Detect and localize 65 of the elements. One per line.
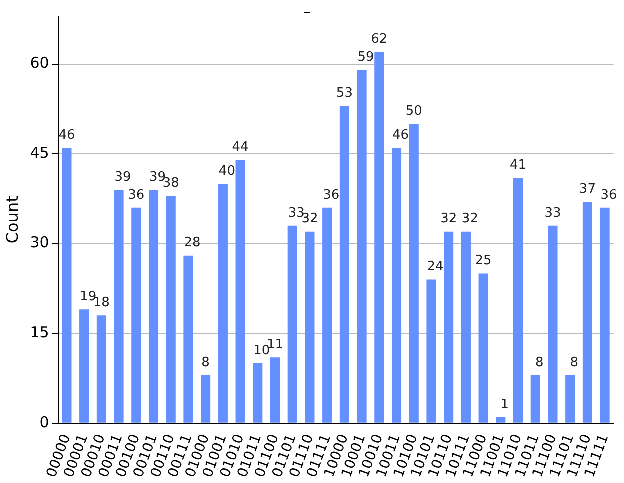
bar	[96, 316, 106, 423]
y-tick-label: 45	[30, 144, 50, 162]
bar	[322, 208, 332, 423]
bar	[201, 376, 211, 423]
bar	[288, 226, 298, 423]
bar	[340, 106, 350, 423]
bar	[184, 256, 194, 423]
bar	[357, 70, 367, 423]
data-label: 8	[535, 355, 544, 370]
data-label: 28	[184, 236, 201, 251]
bar	[496, 417, 506, 423]
data-label: 39	[149, 170, 166, 185]
data-label: 40	[218, 164, 236, 179]
bar	[409, 124, 419, 423]
data-label: 32	[462, 212, 478, 227]
chart-title: _	[304, 0, 310, 14]
bar	[566, 376, 576, 423]
bar	[513, 178, 524, 423]
bar	[114, 190, 124, 423]
data-label: 39	[114, 170, 132, 185]
data-label: 19	[80, 290, 97, 305]
bar	[478, 274, 488, 423]
data-label: 46	[58, 128, 76, 143]
data-label: 36	[600, 188, 618, 203]
bar	[461, 232, 471, 423]
data-label: 50	[406, 104, 422, 120]
bar	[374, 52, 384, 423]
bar	[548, 226, 558, 423]
bar	[253, 364, 263, 423]
data-label: 32	[440, 212, 458, 227]
data-label: 46	[392, 128, 410, 143]
data-label: 8	[202, 355, 210, 370]
bar	[600, 208, 610, 423]
bar	[444, 232, 454, 423]
data-label: 36	[323, 188, 340, 203]
data-label: 62	[371, 32, 388, 48]
data-label: 24	[427, 260, 444, 275]
y-tick-label: 60	[30, 54, 50, 72]
bar	[270, 358, 280, 423]
bar	[305, 232, 315, 423]
data-label: 41	[510, 158, 527, 173]
y-tick-label: 0	[40, 413, 50, 432]
data-label: 25	[475, 254, 492, 269]
data-label: 8	[570, 355, 578, 370]
bar	[132, 208, 142, 423]
bar	[236, 160, 246, 423]
data-label: 53	[336, 86, 353, 102]
y-tick-label: 15	[30, 324, 50, 342]
y-axis-title: Count	[2, 196, 22, 244]
bar	[426, 280, 436, 423]
bar	[148, 190, 159, 423]
data-label: 36	[128, 188, 145, 203]
bar	[166, 196, 176, 423]
data-label: 44	[232, 140, 249, 155]
data-label: 33	[544, 206, 562, 221]
bar	[62, 148, 72, 423]
data-label: 59	[358, 50, 374, 66]
bar	[80, 310, 90, 423]
bar	[392, 148, 402, 423]
y-tick-label: 30	[30, 234, 50, 252]
data-label: 1	[500, 397, 510, 412]
bar	[582, 202, 592, 423]
data-label: 37	[579, 182, 596, 197]
bar	[530, 376, 540, 423]
bar	[218, 184, 228, 423]
